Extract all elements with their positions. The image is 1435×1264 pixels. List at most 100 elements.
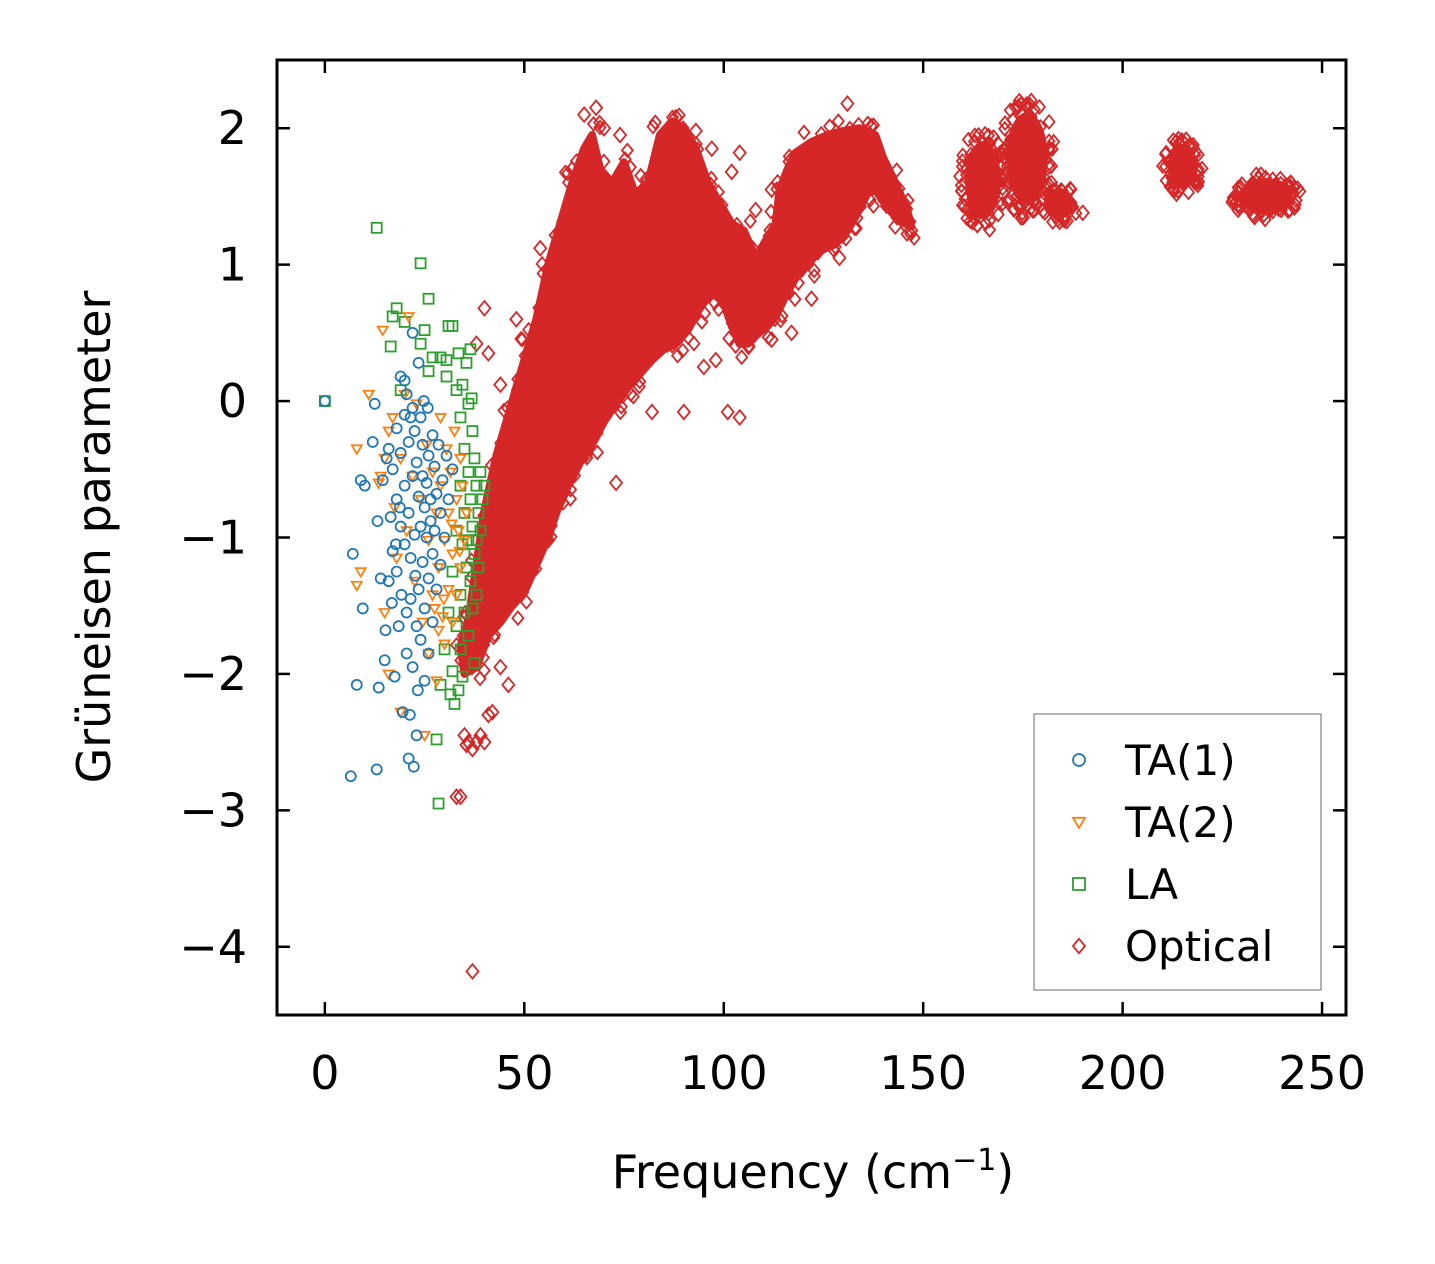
data-point-optical: [1258, 211, 1272, 228]
data-point-la: [384, 340, 397, 353]
data-point-optical: [541, 531, 556, 549]
data-point-ta1: [393, 501, 406, 514]
data-point-ta2: [439, 444, 454, 456]
data-point-optical: [775, 219, 790, 236]
data-point-ta2: [378, 608, 392, 620]
data-point-ta1: [407, 760, 420, 773]
data-point-ta1: [438, 531, 451, 544]
data-point-optical: [525, 563, 540, 581]
data-point-optical: [1251, 170, 1266, 187]
data-point-optical: [729, 220, 743, 238]
data-point-optical: [982, 159, 996, 176]
data-point-ta2: [441, 584, 456, 597]
data-point-la: [452, 347, 465, 360]
data-point-optical: [512, 584, 527, 601]
data-point-optical: [504, 419, 518, 436]
data-point-optical: [515, 331, 529, 348]
y-axis-label: Grüneisen parameter: [67, 290, 121, 783]
series-ta1: [318, 326, 459, 783]
data-point-optical: [449, 788, 464, 806]
data-point-optical: [972, 201, 986, 218]
data-point-optical: [831, 113, 845, 130]
data-point-ta2: [427, 604, 442, 616]
data-point-optical: [453, 788, 468, 806]
data-point-la: [462, 534, 475, 547]
data-point-la: [442, 320, 455, 332]
legend-marker: [1072, 877, 1086, 891]
data-point-ta2: [435, 612, 450, 624]
y-tick-label: −4: [179, 920, 247, 974]
data-point-optical: [874, 181, 889, 198]
data-point-optical: [1001, 147, 1015, 164]
data-point-optical: [764, 331, 779, 349]
data-point-optical: [736, 229, 751, 246]
optical-cluster: [1035, 180, 1083, 231]
data-point-optical: [532, 299, 546, 316]
data-point-optical: [1014, 145, 1028, 162]
data-point-optical: [717, 212, 731, 229]
data-point-optical: [846, 131, 860, 148]
data-point-optical: [976, 142, 991, 159]
data-point-optical: [774, 312, 788, 329]
data-point-optical: [1189, 173, 1203, 190]
data-point-optical: [590, 405, 604, 422]
legend-item: TA(1): [1072, 736, 1236, 785]
data-point-optical: [968, 127, 982, 144]
data-point-optical: [686, 289, 700, 306]
data-point-optical: [836, 228, 850, 245]
data-point-ta1: [389, 538, 402, 551]
data-point-optical: [590, 425, 604, 442]
data-point-optical: [576, 147, 590, 164]
data-point-optical: [979, 137, 993, 154]
data-point-la: [418, 324, 431, 337]
data-point-optical: [616, 378, 630, 395]
data-point-optical: [1075, 204, 1090, 222]
data-point-optical: [1016, 164, 1030, 181]
data-point-optical: [695, 313, 709, 330]
data-point-optical: [691, 141, 705, 158]
data-point-optical: [675, 342, 690, 359]
data-point-la: [460, 561, 473, 574]
data-point-la: [426, 351, 439, 364]
data-point-optical: [597, 153, 611, 170]
optical-cluster: [993, 92, 1061, 227]
data-point-ta1: [406, 661, 419, 674]
data-point-optical: [857, 179, 871, 196]
data-point-optical: [770, 223, 784, 240]
data-point-optical: [866, 117, 881, 134]
data-point-ta1: [434, 558, 447, 571]
data-point-ta1: [416, 556, 429, 568]
data-point-ta1: [384, 511, 397, 523]
data-point-optical: [897, 194, 911, 211]
data-point-optical: [469, 335, 484, 353]
data-point-la: [452, 684, 465, 697]
data-point-optical: [639, 171, 653, 188]
data-point-optical: [963, 213, 977, 230]
data-point-optical: [800, 147, 814, 164]
data-point-optical: [704, 140, 719, 158]
data-point-optical: [746, 240, 760, 257]
data-point-ta1: [368, 397, 381, 410]
data-point-ta2: [437, 535, 452, 548]
data-point-ta1: [414, 520, 427, 533]
data-point-optical: [613, 404, 628, 421]
data-point-ta1: [400, 647, 413, 660]
legend-marker: [1072, 753, 1086, 767]
data-point-optical: [975, 175, 989, 192]
data-point-ta2: [386, 413, 400, 425]
data-point-ta1: [386, 463, 399, 476]
data-point-ta1: [400, 606, 413, 619]
data-point-optical: [816, 217, 831, 236]
data-point-ta2: [408, 576, 422, 588]
data-point-optical: [760, 240, 774, 257]
data-point-optical: [973, 168, 987, 185]
data-point-optical: [563, 490, 578, 507]
data-point-ta1: [386, 545, 399, 558]
data-point-optical: [747, 320, 762, 337]
data-point-la: [454, 411, 467, 424]
data-point-optical: [1024, 175, 1038, 192]
data-point-optical: [840, 95, 855, 113]
data-point-optical: [558, 164, 573, 181]
data-point-optical: [869, 153, 884, 170]
data-point-optical: [853, 198, 867, 215]
